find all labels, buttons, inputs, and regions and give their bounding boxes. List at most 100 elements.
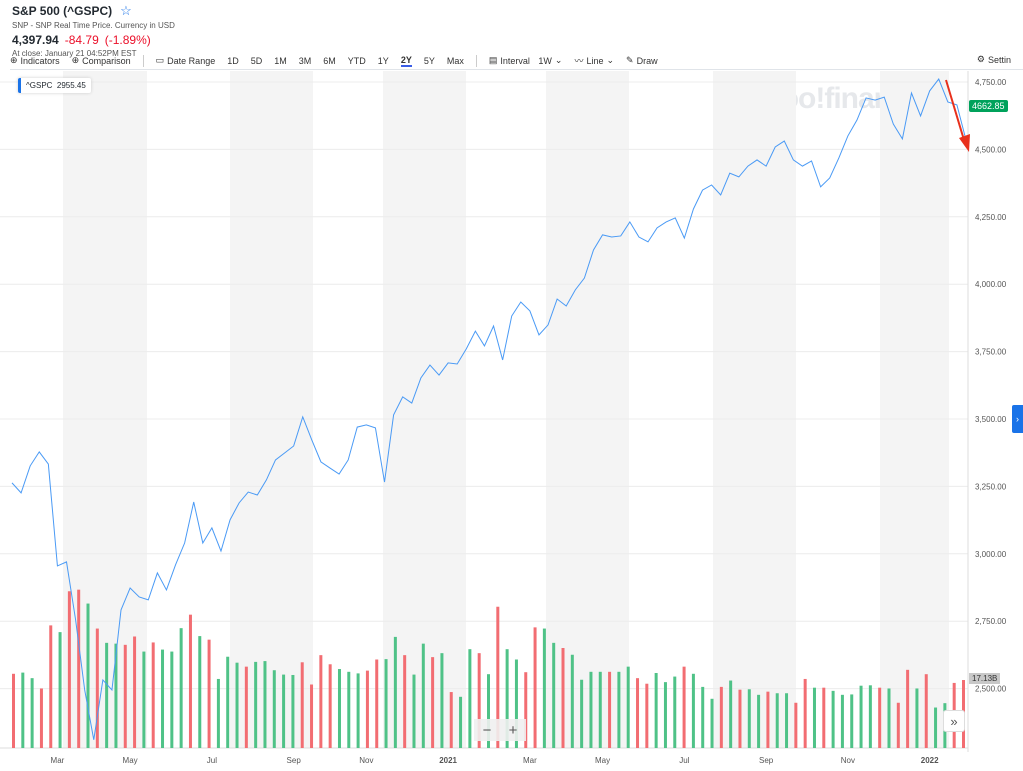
volume-bar bbox=[645, 683, 649, 748]
range-ytd[interactable]: YTD bbox=[347, 55, 366, 66]
volume-bar bbox=[580, 679, 584, 748]
volume-bar bbox=[77, 589, 81, 748]
month-shade bbox=[546, 71, 629, 748]
indicators-button[interactable]: ⊕ Indicators bbox=[10, 55, 60, 66]
volume-bar bbox=[319, 655, 323, 748]
zoom-out-button[interactable]: − bbox=[482, 721, 492, 739]
comparison-button[interactable]: ⊕ Comparison bbox=[72, 55, 131, 66]
month-shade bbox=[880, 71, 949, 748]
volume-bar bbox=[356, 673, 360, 748]
volume-bar bbox=[626, 666, 630, 748]
close-time: At close: January 21 04:52PM EST bbox=[12, 49, 137, 58]
range-1m[interactable]: 1M bbox=[274, 55, 287, 66]
x-tick-label: Jul bbox=[207, 756, 217, 765]
volume-bar bbox=[906, 669, 910, 748]
x-tick-label: Mar bbox=[51, 756, 65, 765]
x-tick-label: 2021 bbox=[439, 756, 457, 765]
scroll-to-latest-button[interactable]: » bbox=[943, 710, 965, 732]
volume-bar bbox=[468, 649, 472, 748]
star-icon[interactable]: ☆ bbox=[120, 3, 132, 18]
x-tick-label: Nov bbox=[841, 756, 855, 765]
plus-circle-icon: ⊕ bbox=[10, 55, 18, 65]
price-change-pct: (-1.89%) bbox=[104, 33, 151, 47]
comparison-label: Comparison bbox=[82, 55, 131, 66]
volume-bar bbox=[133, 636, 137, 748]
volume-bar bbox=[496, 606, 500, 748]
range-3m[interactable]: 3M bbox=[298, 55, 312, 66]
volume-bar bbox=[412, 674, 416, 748]
series-legend[interactable]: ^GSPC 2955.45 bbox=[18, 78, 91, 93]
volume-bar bbox=[570, 654, 574, 748]
volume-bar bbox=[393, 636, 397, 748]
volume-bar bbox=[514, 659, 518, 748]
chevron-right-icon: › bbox=[1016, 414, 1019, 424]
volume-bar bbox=[226, 656, 230, 748]
arrow-head bbox=[959, 134, 970, 152]
range-5d[interactable]: 5D bbox=[250, 55, 263, 66]
quote-source: SNP - SNP Real Time Price. Currency in U… bbox=[12, 21, 175, 30]
x-tick-label: 2022 bbox=[921, 756, 939, 765]
settings-button[interactable]: ⚙ Settin bbox=[977, 54, 1011, 65]
volume-bar bbox=[850, 694, 854, 748]
volume-bar bbox=[30, 678, 34, 748]
y-tick-label: 4,500.00 bbox=[975, 145, 1007, 154]
range-1y[interactable]: 1Y bbox=[377, 55, 389, 66]
chart-type-dropdown[interactable]: 〰 Line ⌄ bbox=[574, 54, 614, 67]
chevron-down-icon: ⌄ bbox=[554, 55, 563, 65]
volume-bar bbox=[934, 707, 938, 748]
volume-bar bbox=[636, 678, 640, 748]
volume-bar bbox=[49, 625, 53, 748]
zoom-in-button[interactable]: + bbox=[508, 721, 518, 739]
volume-bar bbox=[449, 692, 453, 748]
volume-bar bbox=[421, 643, 425, 748]
x-tick-label: May bbox=[595, 756, 610, 765]
volume-bar bbox=[757, 694, 761, 748]
current-price: 4,397.94 bbox=[12, 33, 59, 47]
y-tick-label: 4,000.00 bbox=[975, 280, 1007, 289]
volume-bar bbox=[822, 687, 826, 748]
expand-panel-button[interactable]: › bbox=[1012, 405, 1023, 433]
volume-bar bbox=[691, 673, 695, 748]
volume-bar bbox=[21, 672, 25, 748]
range-5y[interactable]: 5Y bbox=[423, 55, 435, 66]
volume-bar bbox=[310, 684, 314, 748]
volume-bar bbox=[701, 686, 705, 748]
volume-bar bbox=[207, 639, 211, 748]
volume-bar bbox=[654, 673, 658, 748]
divider bbox=[142, 54, 144, 67]
volume-bar bbox=[12, 673, 15, 748]
volume-bar bbox=[161, 649, 165, 748]
volume-bar bbox=[95, 628, 99, 748]
range-1d[interactable]: 1D bbox=[227, 55, 239, 66]
x-tick-label: Sep bbox=[759, 756, 774, 765]
volume-bar bbox=[198, 636, 202, 748]
range-6m[interactable]: 6M bbox=[323, 55, 336, 66]
volume-bar bbox=[403, 655, 407, 748]
volume-bar bbox=[859, 685, 863, 748]
date-range-button[interactable]: ▭ Date Range bbox=[156, 55, 216, 66]
y-tick-label: 3,750.00 bbox=[975, 348, 1007, 357]
indicators-label: Indicators bbox=[20, 55, 60, 66]
draw-button[interactable]: ✎ Draw bbox=[626, 55, 658, 66]
interval-label: Interval bbox=[500, 55, 530, 66]
volume-bar bbox=[170, 651, 174, 748]
volume-bar bbox=[300, 662, 304, 748]
volume-bar bbox=[775, 693, 779, 748]
volume-bar bbox=[868, 685, 872, 748]
y-tick-label: 2,500.00 bbox=[975, 685, 1007, 694]
volume-bar bbox=[598, 671, 602, 748]
calendar-icon: ▭ bbox=[155, 55, 165, 65]
legend-symbol: ^GSPC bbox=[26, 81, 53, 90]
range-2y[interactable]: 2Y bbox=[400, 54, 412, 67]
volume-bar bbox=[151, 642, 155, 748]
volume-bar bbox=[39, 688, 43, 748]
chart-type-label: Line bbox=[586, 55, 604, 66]
volume-bar bbox=[86, 603, 90, 748]
volume-bar bbox=[505, 649, 509, 748]
interval-dropdown[interactable]: ▤ Interval 1W ⌄ bbox=[489, 55, 563, 66]
volume-bar bbox=[216, 678, 220, 748]
range-max[interactable]: Max bbox=[446, 55, 464, 66]
volume-bar bbox=[542, 628, 546, 748]
volume-bar bbox=[878, 687, 882, 748]
